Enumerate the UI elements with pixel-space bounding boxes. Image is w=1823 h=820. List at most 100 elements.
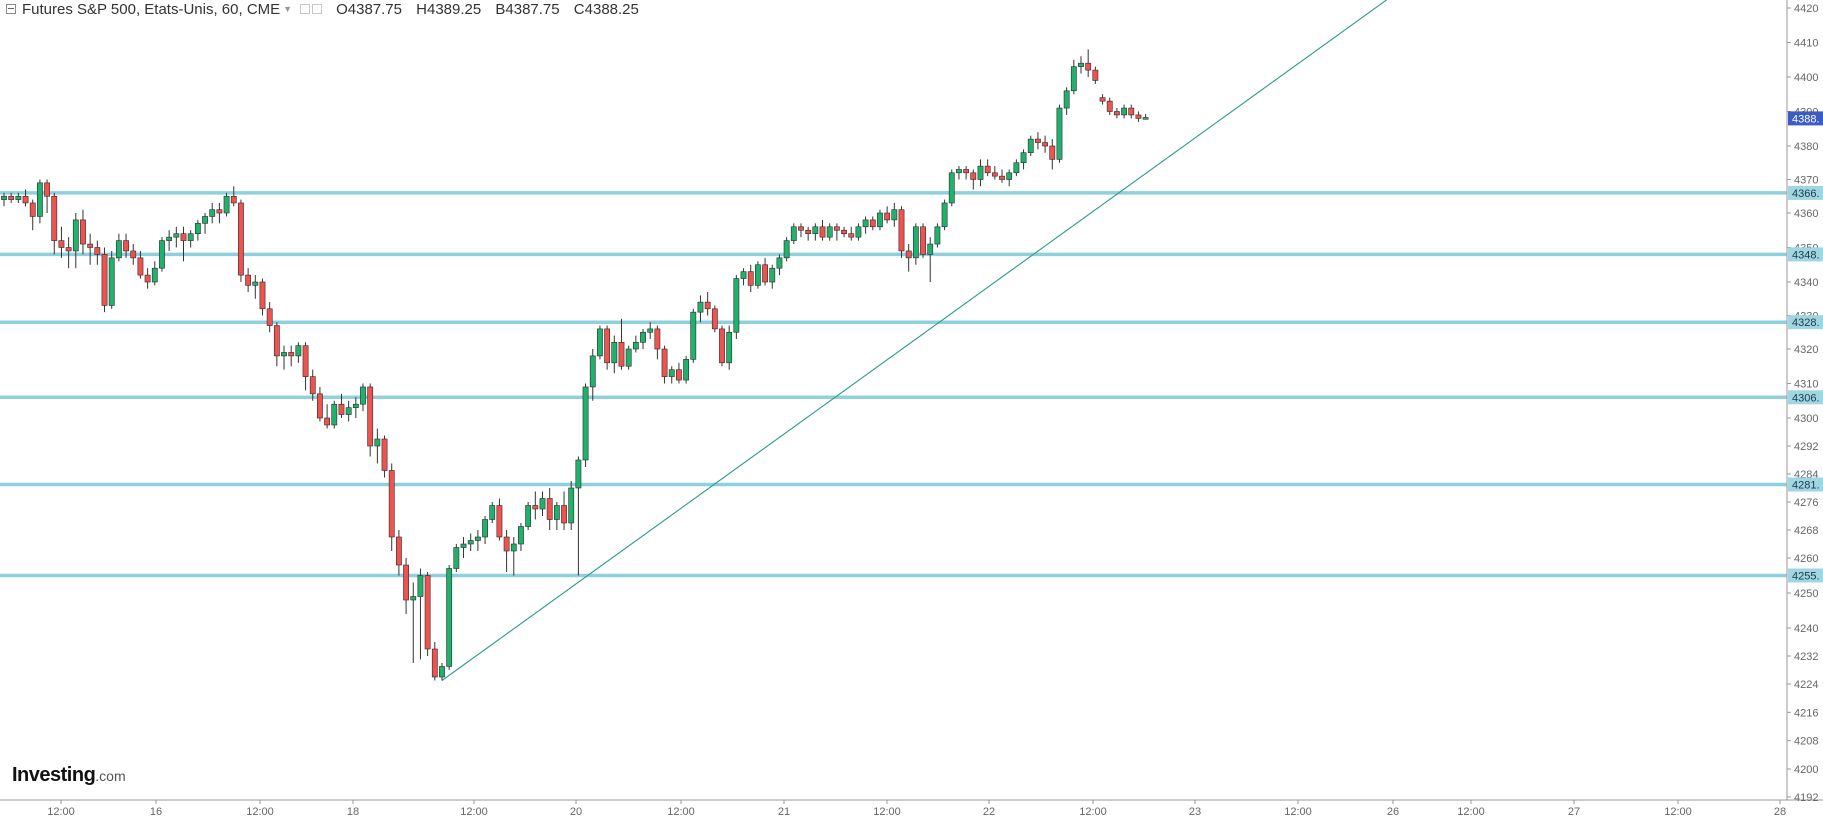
symbol-title[interactable]: Futures S&P 500, Etats-Unis, 60, CME (22, 0, 281, 18)
candle-up (597, 328, 603, 357)
candle-down (1085, 62, 1092, 71)
candle-down (963, 169, 970, 174)
y-tick-label: 4208 (1794, 736, 1818, 748)
ohlc-values: O4387.75 H4389.25 B4387.75 C4388.25 (336, 1, 649, 18)
candle-down (245, 274, 252, 286)
candle-up (187, 233, 194, 241)
candle-down (22, 195, 29, 204)
x-tick-label: 23 (1189, 806, 1201, 818)
level-tag-label: 4306. (1792, 392, 1820, 404)
candle-down (338, 403, 345, 415)
x-tick-label: 12:00 (667, 806, 695, 818)
candle-down (711, 308, 718, 330)
candle-up (1, 195, 7, 200)
close-icon[interactable] (312, 4, 323, 14)
candle-up (446, 568, 453, 667)
candle-up (647, 328, 654, 333)
candle-up (115, 240, 122, 259)
y-tick-label: 4224 (1794, 679, 1818, 691)
candle-down (29, 202, 36, 217)
y-tick-label: 4310 (1794, 379, 1818, 391)
x-tick-label: 18 (347, 806, 359, 818)
candle-down (403, 564, 409, 601)
candle-up (518, 526, 524, 545)
y-tick-label: 4268 (1794, 525, 1818, 537)
candle-up (72, 219, 79, 252)
candle-down (704, 301, 711, 310)
candle-up (1006, 172, 1013, 180)
candle-down (288, 352, 295, 357)
candle-down (180, 233, 187, 241)
candle-down (302, 345, 309, 377)
candle-down (869, 219, 876, 228)
candle-down (137, 257, 144, 276)
candle-down (1042, 142, 1048, 147)
candle-up (611, 341, 618, 364)
candle-down (920, 226, 926, 255)
chart-header: Futures S&P 500, Etats-Unis, 60, CME ▼ O… (0, 0, 649, 18)
candle-up (683, 359, 689, 381)
y-tick-label: 4216 (1794, 707, 1818, 719)
chevron-down-icon[interactable]: ▼ (283, 4, 293, 14)
candle-up (582, 386, 589, 461)
candle-down (805, 229, 812, 234)
candle-up (776, 257, 783, 269)
candle-up (1078, 62, 1084, 67)
candle-up (956, 169, 962, 174)
candle-up (855, 226, 862, 238)
y-tick-label: 4400 (1794, 72, 1818, 84)
candle-down (676, 369, 682, 381)
candle-up (474, 536, 481, 541)
candle-up (194, 223, 201, 235)
x-tick-label: 12:00 (460, 806, 488, 818)
candle-down (87, 243, 94, 248)
candle-down (798, 226, 804, 231)
candle-up (209, 209, 216, 217)
level-tag (1788, 568, 1823, 583)
x-tick-label: 26 (1387, 806, 1399, 818)
candle-down (970, 172, 977, 180)
candle-down (1128, 107, 1135, 116)
candle-up (668, 369, 675, 377)
candle-down (496, 505, 503, 538)
level-tag (1788, 390, 1823, 405)
candle-down (604, 328, 611, 364)
candle-up (36, 182, 43, 217)
x-tick-label: 12:00 (1079, 806, 1107, 818)
candle-down (561, 505, 567, 524)
settings-icon[interactable] (300, 4, 311, 14)
candle-up (740, 271, 747, 279)
candle-down (905, 250, 912, 259)
x-tick-label: 16 (150, 806, 162, 818)
candle-up (439, 666, 445, 678)
candle-down (999, 175, 1005, 180)
candle-up (345, 407, 352, 415)
x-tick-label: 20 (570, 806, 582, 818)
high-value: H4389.25 (416, 0, 482, 18)
candle-down (1049, 145, 1056, 160)
candle-down (819, 226, 826, 238)
last-price-label: 4388. (1792, 113, 1820, 125)
candle-up (754, 264, 761, 286)
candle-up (281, 352, 287, 357)
candle-up (151, 267, 158, 283)
level-tag (1788, 477, 1823, 492)
y-tick-label: 4260 (1794, 553, 1818, 565)
candle-up (1027, 138, 1034, 154)
candle-down (94, 247, 101, 255)
candle-down (65, 247, 72, 252)
candle-down (238, 202, 244, 276)
candle-up (769, 267, 776, 283)
candle-down (123, 240, 129, 252)
x-tick-label: 12:00 (246, 806, 274, 818)
collapse-icon[interactable] (6, 4, 16, 14)
candle-up (352, 403, 359, 408)
y-tick-label: 4240 (1794, 623, 1818, 635)
candle-down (848, 233, 855, 238)
x-tick-label: 12:00 (873, 806, 901, 818)
y-tick-label: 4420 (1794, 3, 1818, 15)
candle-up (1020, 152, 1027, 164)
candle-down (884, 212, 891, 221)
candle-up (482, 519, 488, 538)
